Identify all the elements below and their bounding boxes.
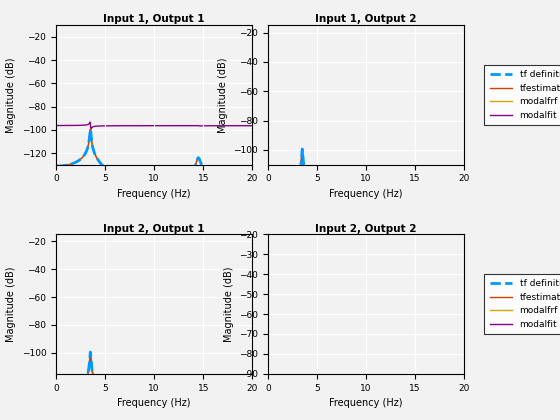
X-axis label: Frequency (Hz): Frequency (Hz) xyxy=(329,398,403,408)
Title: Input 1, Output 1: Input 1, Output 1 xyxy=(104,14,205,24)
Title: Input 2, Output 1: Input 2, Output 1 xyxy=(104,223,205,234)
X-axis label: Frequency (Hz): Frequency (Hz) xyxy=(118,189,191,199)
Title: Input 1, Output 2: Input 1, Output 2 xyxy=(315,14,417,24)
Legend: tf definition, tfestimate, modalfrf, modalfit: tf definition, tfestimate, modalfrf, mod… xyxy=(484,65,560,125)
Title: Input 2, Output 2: Input 2, Output 2 xyxy=(315,223,417,234)
Y-axis label: Magnitude (dB): Magnitude (dB) xyxy=(6,57,16,133)
X-axis label: Frequency (Hz): Frequency (Hz) xyxy=(118,398,191,408)
Y-axis label: Magnitude (dB): Magnitude (dB) xyxy=(223,266,234,342)
Y-axis label: Magnitude (dB): Magnitude (dB) xyxy=(218,57,228,133)
X-axis label: Frequency (Hz): Frequency (Hz) xyxy=(329,189,403,199)
Legend: tf definition, tfestimate, modalfrf, modalfit: tf definition, tfestimate, modalfrf, mod… xyxy=(484,274,560,334)
Y-axis label: Magnitude (dB): Magnitude (dB) xyxy=(6,266,16,342)
